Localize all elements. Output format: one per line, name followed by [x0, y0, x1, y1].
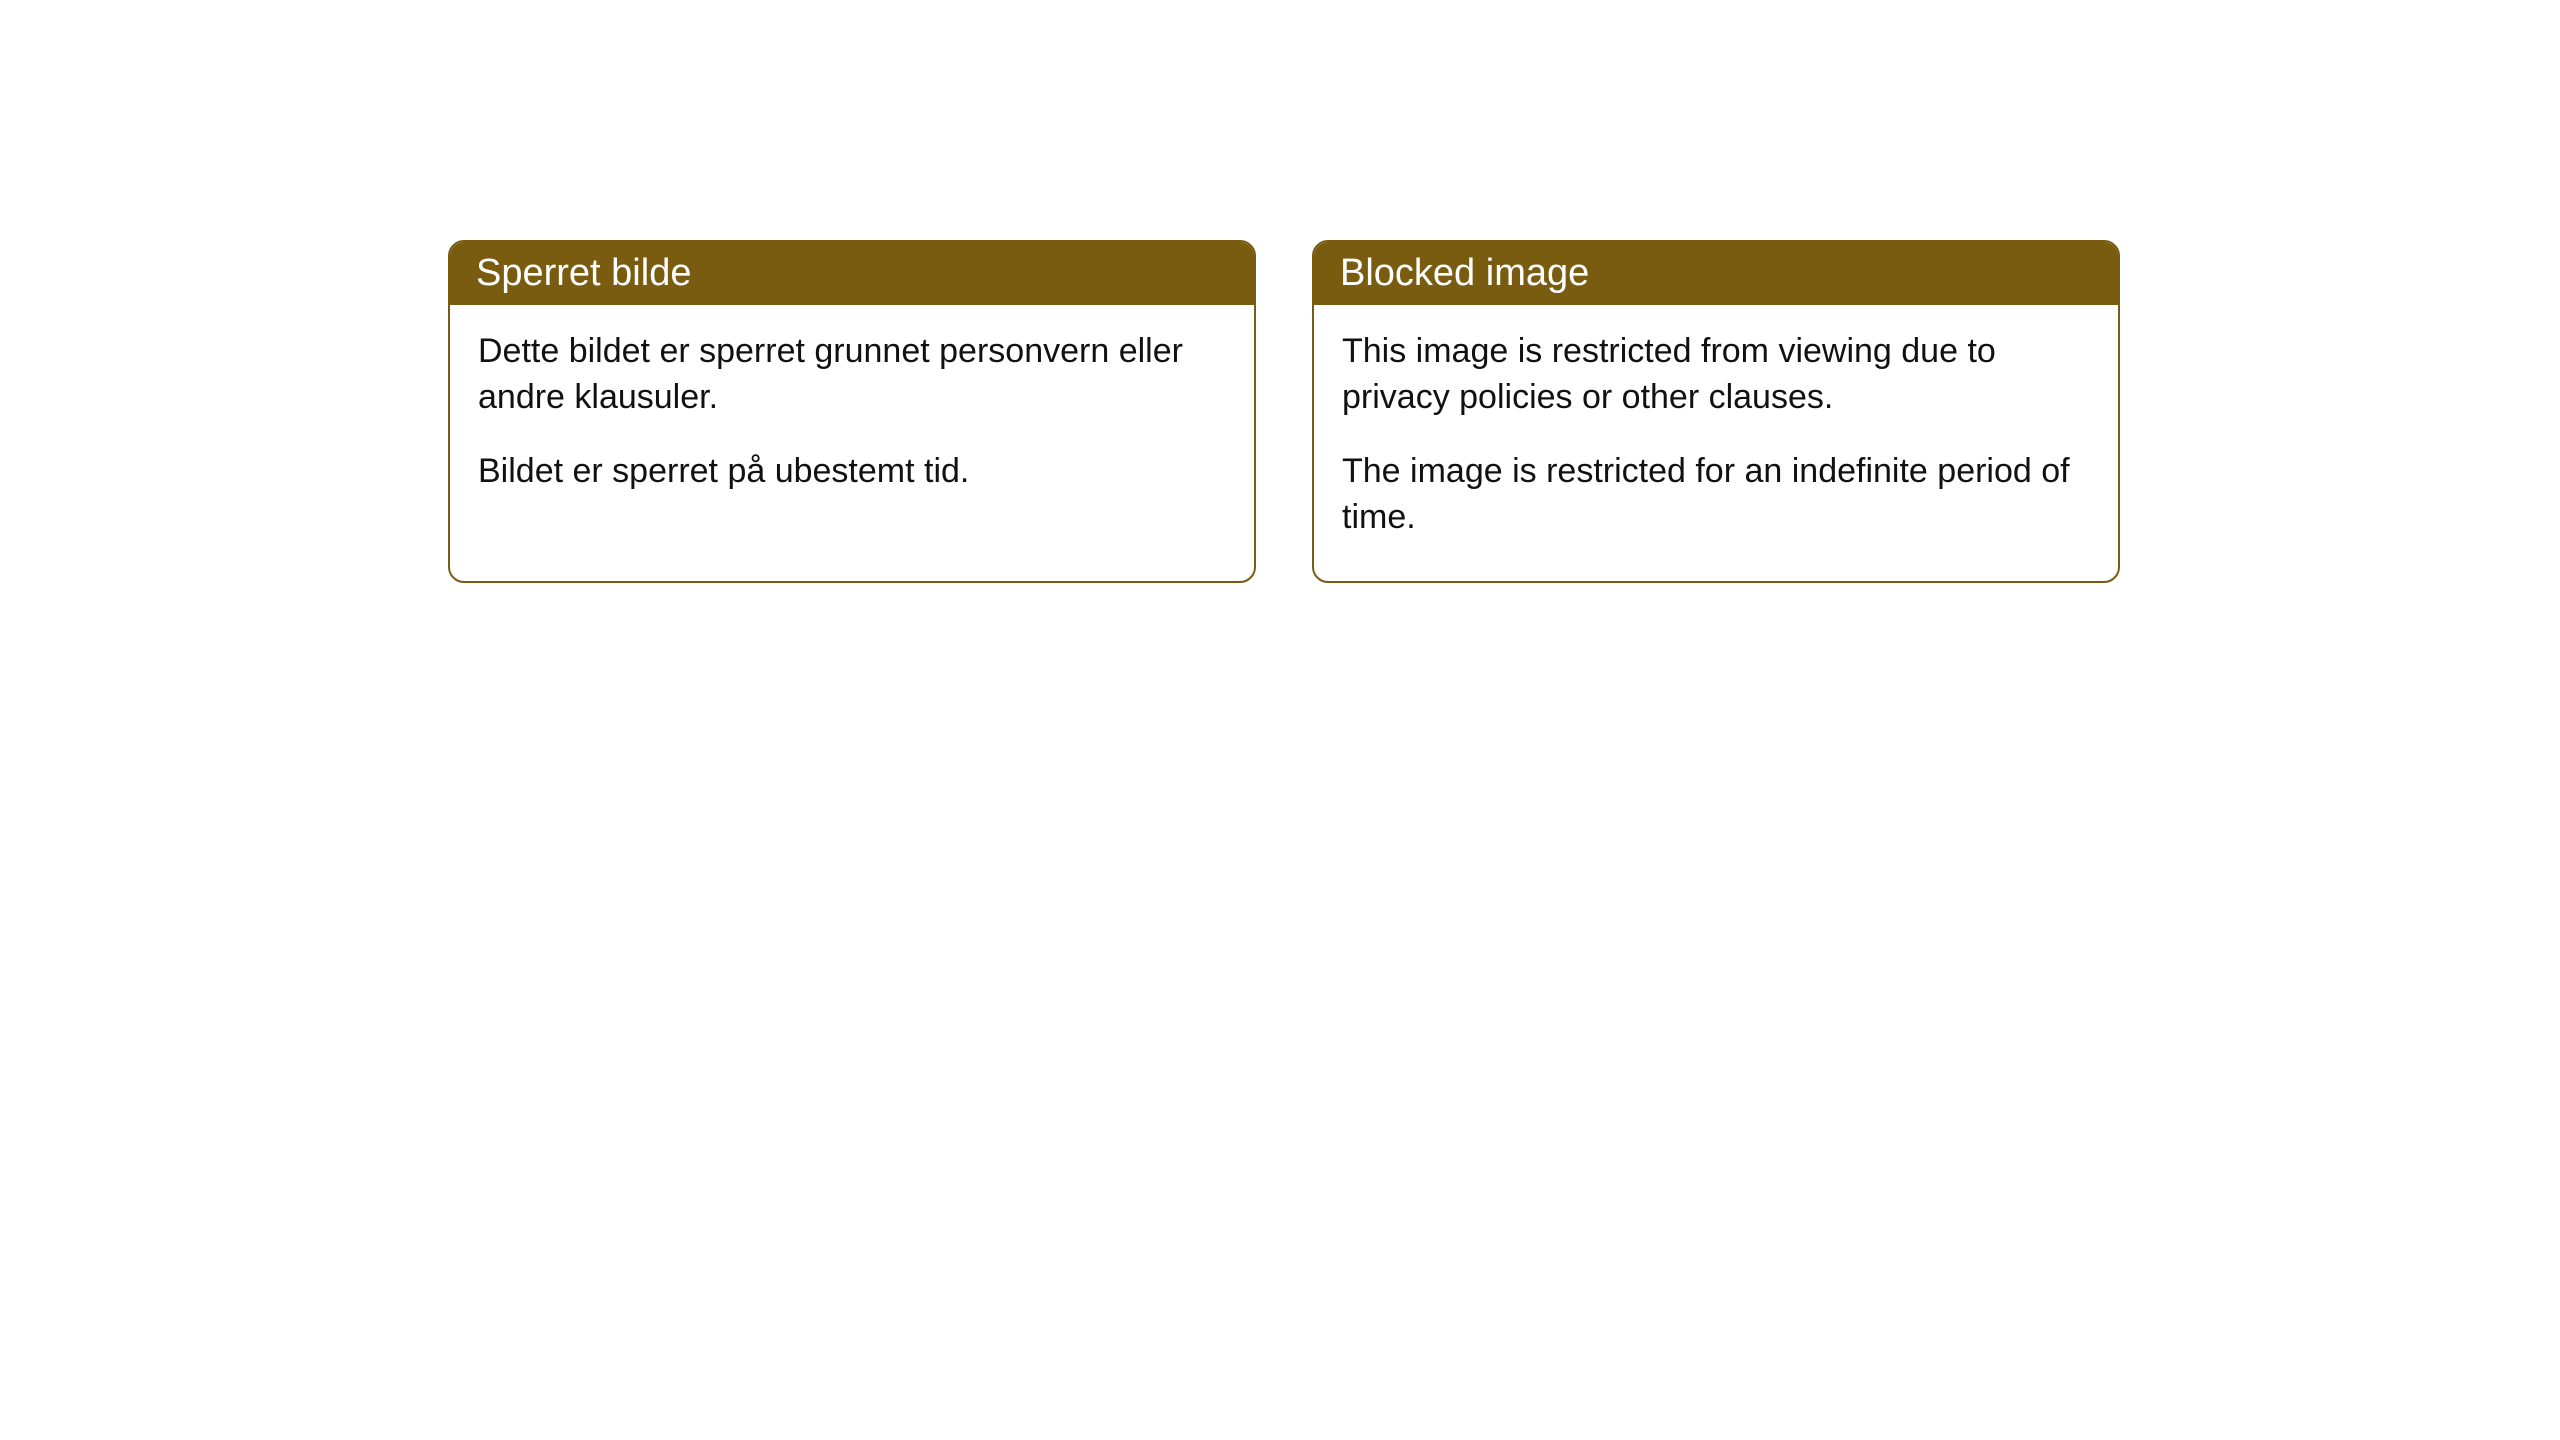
card-body-english: This image is restricted from viewing du… [1314, 305, 2118, 581]
card-paragraph: This image is restricted from viewing du… [1342, 329, 2090, 421]
card-body-norwegian: Dette bildet er sperret grunnet personve… [450, 305, 1254, 535]
card-header-english: Blocked image [1314, 242, 2118, 305]
card-english: Blocked image This image is restricted f… [1312, 240, 2120, 583]
card-title: Sperret bilde [476, 252, 691, 294]
card-paragraph: The image is restricted for an indefinit… [1342, 449, 2090, 541]
cards-container: Sperret bilde Dette bildet er sperret gr… [448, 240, 2120, 583]
card-title: Blocked image [1340, 252, 1589, 294]
card-paragraph: Dette bildet er sperret grunnet personve… [478, 329, 1226, 421]
card-norwegian: Sperret bilde Dette bildet er sperret gr… [448, 240, 1256, 583]
card-header-norwegian: Sperret bilde [450, 242, 1254, 305]
card-paragraph: Bildet er sperret på ubestemt tid. [478, 449, 1226, 495]
